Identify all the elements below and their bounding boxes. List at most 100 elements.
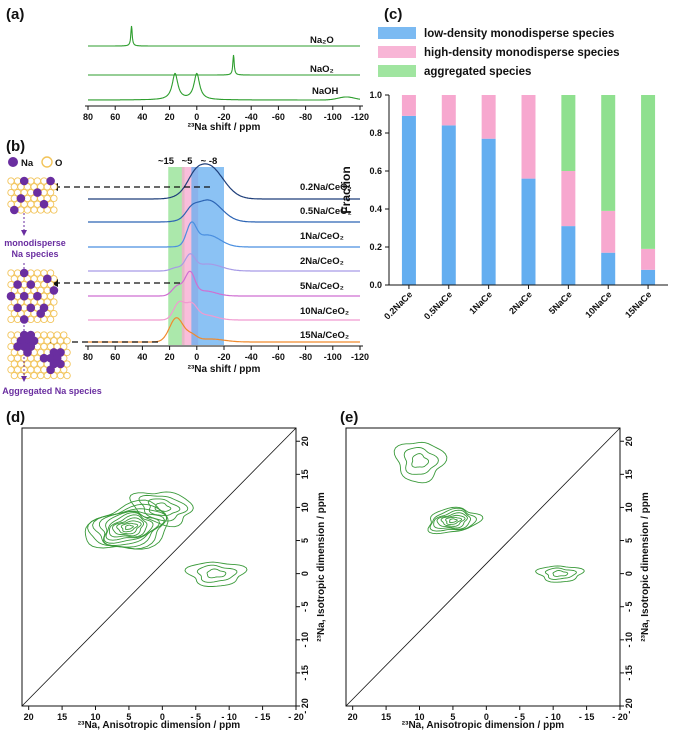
o-atom bbox=[56, 337, 65, 345]
o-atom bbox=[50, 298, 58, 306]
o-atom bbox=[60, 331, 68, 339]
contour-line-0-7 bbox=[103, 511, 160, 544]
o-atom bbox=[40, 366, 48, 374]
bar-segment-0-5 bbox=[601, 252, 616, 285]
na-atom bbox=[23, 348, 32, 357]
spectrum-trace-2 bbox=[88, 221, 360, 248]
x-tick-label: 5NaCe bbox=[547, 289, 574, 316]
reference-trace-0 bbox=[88, 25, 360, 47]
lattice-aggregated bbox=[7, 330, 71, 380]
panel-label-e: (e) bbox=[340, 409, 358, 426]
o-atom bbox=[20, 304, 28, 312]
o-atom bbox=[7, 269, 15, 277]
spectrum-label-6: 15Na/CeO₂ bbox=[300, 330, 349, 341]
o-atom bbox=[23, 194, 32, 203]
na-atom bbox=[49, 286, 59, 295]
na-atom bbox=[46, 176, 55, 186]
x-tick-label: 5 bbox=[126, 712, 131, 722]
spectrum-label-0: 0.2Na/CeO₂ bbox=[300, 182, 352, 193]
tick-label: 60 bbox=[110, 112, 120, 122]
panel-label-b: (b) bbox=[6, 138, 25, 155]
band-label-15: ~15 bbox=[158, 156, 175, 167]
tick-label: 0 bbox=[194, 112, 199, 122]
bar-segment-1-6 bbox=[641, 248, 656, 270]
panel-d-plot-frame bbox=[21, 427, 297, 707]
x-tick-label: 20 bbox=[348, 712, 358, 722]
y-tick-label: 0.0 bbox=[369, 280, 382, 290]
contour-line-0-5 bbox=[108, 514, 148, 538]
legend-label-1: high-density monodisperse species bbox=[424, 47, 620, 59]
bar-segment-0-2 bbox=[481, 138, 496, 285]
contour-line-0-8 bbox=[98, 510, 165, 546]
aggregated-label: Aggregated Na species bbox=[2, 386, 102, 396]
legend-o-label: O bbox=[55, 158, 62, 169]
contour-line-0-3 bbox=[116, 520, 142, 535]
y-tick-label: 15 bbox=[300, 469, 310, 479]
bar-segment-1-5 bbox=[601, 210, 616, 253]
tick-label: 60 bbox=[110, 352, 120, 362]
bar-segment-1-2 bbox=[481, 95, 496, 139]
o-atom bbox=[13, 292, 22, 300]
o-atom bbox=[13, 177, 22, 185]
o-atom bbox=[50, 275, 58, 283]
tick-label: -20 bbox=[217, 112, 230, 122]
tick-label: -40 bbox=[245, 352, 258, 362]
tick-label: 40 bbox=[137, 112, 147, 122]
contour-line-1-2 bbox=[403, 447, 439, 475]
y-tick-label: 0.4 bbox=[369, 204, 382, 214]
tick-label: 80 bbox=[83, 352, 93, 362]
contour-line-1-3 bbox=[138, 494, 189, 522]
y-tick-label: 0 bbox=[300, 571, 310, 576]
legend-na-label: Na bbox=[21, 158, 34, 169]
legend-swatch-2 bbox=[378, 65, 416, 77]
x-tick-label: 15 bbox=[381, 712, 391, 722]
y-tick-label: 10 bbox=[300, 502, 310, 512]
o-atom bbox=[7, 177, 15, 185]
spectrum-label-5: 10Na/CeO₂ bbox=[300, 306, 349, 317]
o-atom bbox=[7, 366, 15, 374]
panel-d-x-axis-title: ²³Na, Anisotropic dimension / ppm bbox=[78, 720, 241, 731]
bar-segment-1-1 bbox=[441, 95, 456, 126]
legend-label-2: aggregated species bbox=[424, 66, 531, 78]
contour-line-1-2 bbox=[147, 498, 181, 517]
bar-segment-1-3 bbox=[521, 95, 536, 179]
o-atom bbox=[33, 200, 42, 208]
x-tick-label: 10NaCe bbox=[583, 289, 613, 319]
o-atom bbox=[30, 206, 38, 214]
o-atom bbox=[63, 348, 71, 357]
na-atom bbox=[33, 291, 42, 301]
o-atom bbox=[13, 366, 22, 374]
contour-line-0-6 bbox=[105, 512, 154, 541]
contour-line-2-1 bbox=[552, 570, 569, 577]
panel-label-a: (a) bbox=[6, 6, 24, 23]
o-atom bbox=[7, 280, 15, 289]
o-atom bbox=[40, 342, 48, 351]
x-tick-label: 2NaCe bbox=[507, 289, 534, 316]
o-atom bbox=[7, 342, 15, 351]
o-atom bbox=[23, 206, 32, 214]
o-atom bbox=[7, 354, 15, 362]
x-tick-label: - 5 bbox=[190, 712, 201, 722]
bar-segment-0-6 bbox=[641, 269, 656, 285]
o-atom bbox=[63, 337, 71, 345]
x-tick-label: - 10 bbox=[545, 712, 561, 722]
contour-line-0-11 bbox=[84, 499, 169, 550]
na-atom bbox=[13, 303, 22, 313]
o-atom bbox=[33, 269, 42, 277]
bar-segment-2-5 bbox=[601, 95, 616, 211]
o-atom bbox=[10, 183, 18, 191]
y-tick-label: 1.0 bbox=[369, 90, 382, 100]
panel-e-y-axis-title: ²³Na, Isotropic dimension / ppm bbox=[640, 492, 651, 642]
tick-label: -120 bbox=[351, 352, 369, 362]
spectrum-label-4: 5Na/CeO₂ bbox=[300, 281, 344, 292]
x-tick-label: 15 bbox=[57, 712, 67, 722]
bar-segment-0-0 bbox=[401, 115, 416, 286]
contour-line-0-2 bbox=[445, 516, 463, 525]
tick-label: -20 bbox=[217, 352, 230, 362]
tick-label: -60 bbox=[272, 352, 285, 362]
y-tick-label: 0.6 bbox=[369, 166, 382, 176]
bar-segment-2-6 bbox=[641, 95, 656, 249]
contour-line-0-3 bbox=[440, 514, 466, 527]
x-tick-label: - 20 bbox=[288, 712, 304, 722]
